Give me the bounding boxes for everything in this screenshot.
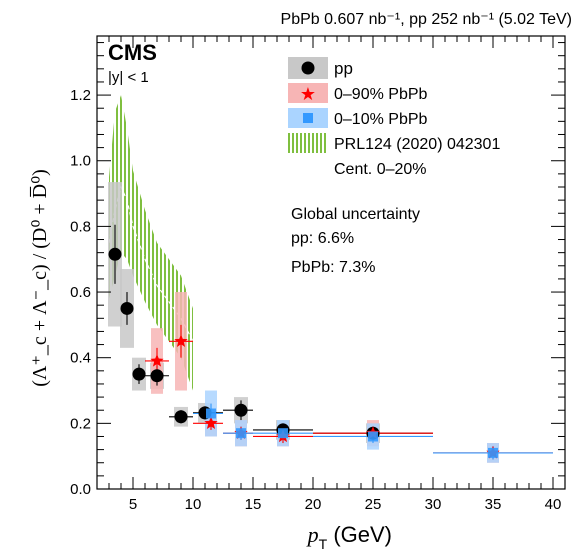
pp-marker <box>150 369 164 383</box>
y-tick-label: 0.6 <box>70 284 91 301</box>
pp-marker <box>234 403 248 417</box>
legend-pbpb090-box <box>288 83 328 103</box>
y-tick-label: 1.2 <box>70 87 91 104</box>
global-unc-pbpb: PbPb: 7.3% <box>291 259 376 276</box>
x-tick-label: 15 <box>245 496 262 513</box>
y-tick-label: 0.0 <box>70 481 91 498</box>
lumi-label: PbPb 0.607 nb⁻¹, pp 252 nb⁻¹ (5.02 TeV) <box>281 11 572 28</box>
pbpb090-marker <box>174 334 188 347</box>
x-tick-label: 40 <box>545 496 562 513</box>
x-tick-label: 10 <box>185 496 202 513</box>
legend-square-icon <box>303 113 313 123</box>
y-tick-label: 0.8 <box>70 218 91 235</box>
x-tick-label: 25 <box>365 496 382 513</box>
axis-ticks-layer: 5 10 15 20 25 30 35 40 0.0 0.2 0.4 0.6 0.8 1.0 1.2 <box>70 36 566 513</box>
global-unc-title: Global uncertainty <box>291 206 420 223</box>
x-axis-title: pT (GeV) <box>306 522 392 552</box>
legend-pp-label: pp <box>334 59 353 78</box>
x-tick-label: 5 <box>129 496 137 513</box>
legend-cent-label: Cent. 0–20% <box>334 161 427 178</box>
legend-prl-label: PRL124 (2020) 042301 <box>334 136 500 153</box>
y-tick-label: 1.0 <box>70 153 91 170</box>
pp-marker <box>120 301 134 315</box>
pp-marker <box>174 410 188 424</box>
pbpb090-marker <box>150 353 164 367</box>
legend: pp ★ 0–90% PbPb 0–10% PbPb PRL124 (2020)… <box>288 57 500 178</box>
plot-frame <box>96 35 566 490</box>
global-uncertainty: Global uncertainty pp: 6.6% PbPb: 7.3% <box>291 206 420 276</box>
y-axis-title: (Λ⁺_c + Λ⁻_c) / (D⁰ + D̅⁰) <box>29 169 51 387</box>
pbpb090-marker <box>204 416 218 430</box>
pbpb010-marker <box>206 408 216 419</box>
pbpb010-marker <box>278 428 288 439</box>
pbpb010-marker <box>368 431 378 442</box>
legend-pbpb090-label: 0–90% PbPb <box>334 86 428 103</box>
experiment-label: CMS <box>108 40 157 65</box>
global-unc-pp: pp: 6.6% <box>291 230 354 247</box>
markers-layer <box>108 247 500 459</box>
model-band <box>109 95 193 391</box>
pbpb010-marker <box>236 428 246 439</box>
legend-pp-marker <box>301 61 315 75</box>
x-tick-label: 20 <box>305 496 322 513</box>
pp-marker <box>132 367 146 381</box>
x-tick-label: 30 <box>425 496 442 513</box>
y-tick-label: 0.4 <box>70 350 91 367</box>
x-tick-label: 35 <box>485 496 502 513</box>
pbpb010-marker <box>488 447 498 458</box>
pp-marker <box>108 247 122 261</box>
legend-star-icon: ★ <box>300 84 316 104</box>
rapidity-label: |y| < 1 <box>108 69 149 86</box>
y-tick-label: 0.2 <box>70 415 91 432</box>
legend-band-swatch <box>288 133 328 153</box>
legend-pbpb010-label: 0–10% PbPb <box>334 111 428 128</box>
